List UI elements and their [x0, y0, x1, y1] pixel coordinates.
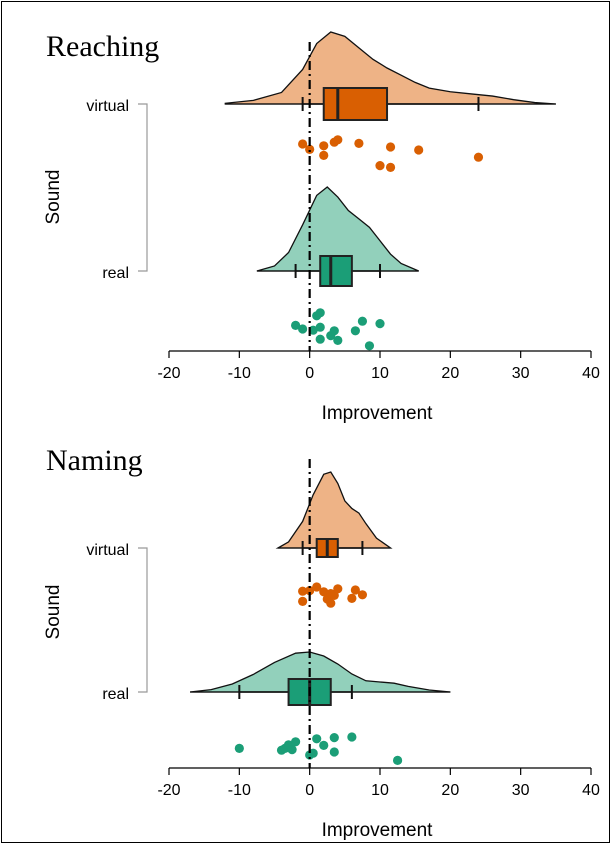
- x-tick-label: -10: [228, 365, 251, 382]
- group-real: [190, 651, 451, 766]
- group-virtual: [275, 471, 393, 608]
- data-point: [333, 584, 343, 594]
- x-tick-label: 40: [582, 782, 600, 799]
- density-real: [256, 186, 419, 272]
- group-real: [256, 186, 419, 351]
- group-virtual: [224, 31, 556, 172]
- data-point: [287, 745, 297, 755]
- data-point: [333, 335, 343, 345]
- density-virtual: [275, 471, 393, 549]
- x-tick-label: 0: [305, 365, 314, 382]
- panel-naming: Naming Improvement Sound virtual real -2…: [43, 444, 600, 841]
- data-point: [329, 326, 339, 336]
- data-point: [354, 138, 364, 148]
- data-point: [291, 737, 301, 747]
- data-point: [319, 141, 329, 151]
- panel-title: Naming: [46, 444, 143, 477]
- data-point: [333, 135, 343, 145]
- group-label-real: real: [102, 265, 129, 282]
- data-point: [234, 743, 244, 754]
- group-label-virtual: virtual: [86, 98, 129, 115]
- data-point: [392, 755, 403, 766]
- density-virtual: [224, 31, 556, 105]
- x-tick-label: 0: [305, 782, 314, 799]
- data-point: [350, 585, 360, 595]
- data-point: [315, 334, 325, 344]
- x-tick-label: -20: [157, 365, 180, 382]
- group-label-real: real: [102, 686, 129, 703]
- data-point: [319, 587, 329, 597]
- data-point: [347, 732, 357, 742]
- data-point: [350, 326, 360, 336]
- data-point: [473, 152, 484, 162]
- y-axis-bracket: [138, 547, 148, 693]
- data-point: [319, 150, 329, 160]
- x-tick-label: -10: [228, 782, 251, 799]
- data-point: [385, 142, 396, 152]
- data-point: [308, 325, 318, 335]
- y-axis-label: Sound: [43, 170, 64, 225]
- density-real: [190, 651, 451, 693]
- x-tick-label: -20: [157, 782, 180, 799]
- data-point: [298, 324, 308, 334]
- data-point: [298, 586, 308, 596]
- data-point: [329, 733, 339, 743]
- y-axis-label: Sound: [43, 585, 64, 640]
- data-point: [298, 139, 308, 149]
- data-point: [329, 747, 339, 757]
- box-virtual: [322, 87, 389, 121]
- data-point: [357, 590, 368, 600]
- data-point: [385, 162, 396, 172]
- x-tick-label: 30: [512, 365, 530, 382]
- x-tick-label: 10: [371, 365, 389, 382]
- box-real: [319, 255, 353, 287]
- data-point: [414, 145, 424, 155]
- data-point: [364, 341, 375, 351]
- data-point: [308, 748, 318, 758]
- data-point: [347, 593, 357, 604]
- x-axis-label: Improvement: [322, 820, 434, 841]
- x-axis-label: Improvement: [322, 403, 434, 424]
- x-tick-label: 40: [582, 365, 600, 382]
- data-point: [315, 308, 325, 318]
- data-point: [319, 740, 329, 751]
- data-point: [291, 320, 301, 330]
- data-point: [298, 596, 308, 607]
- x-tick-label: 10: [371, 782, 389, 799]
- x-tick-label: 20: [441, 782, 459, 799]
- data-point: [315, 322, 325, 332]
- data-point: [375, 161, 385, 171]
- data-point: [375, 319, 385, 329]
- data-point: [357, 316, 368, 326]
- data-point: [312, 734, 322, 744]
- panel-reaching: Reaching Improvement Sound virtual real …: [43, 30, 600, 424]
- data-point: [305, 586, 315, 596]
- x-tick-label: 20: [441, 365, 459, 382]
- group-label-virtual: virtual: [86, 542, 129, 559]
- x-tick-label: 30: [512, 782, 530, 799]
- data-point: [312, 582, 322, 592]
- y-axis-bracket: [138, 103, 148, 272]
- panel-title: Reaching: [46, 30, 159, 63]
- data-point: [305, 144, 315, 154]
- data-point: [326, 598, 336, 608]
